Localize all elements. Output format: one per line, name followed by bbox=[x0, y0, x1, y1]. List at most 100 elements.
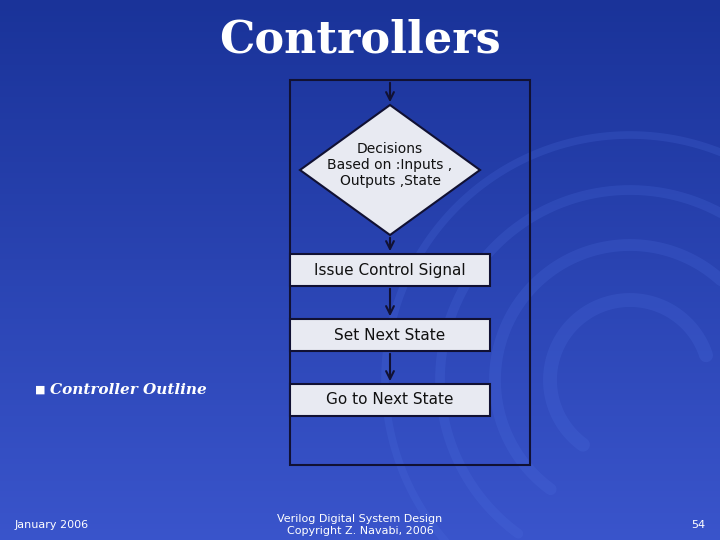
Bar bbox=[0, 518, 720, 524]
Text: Go to Next State: Go to Next State bbox=[326, 393, 454, 408]
Bar bbox=[0, 119, 720, 124]
Bar bbox=[0, 162, 720, 167]
Bar bbox=[0, 508, 720, 513]
Bar bbox=[0, 211, 720, 216]
Bar bbox=[0, 340, 720, 346]
Bar bbox=[0, 491, 720, 497]
Bar bbox=[0, 0, 720, 5]
Bar bbox=[0, 130, 720, 135]
Text: 54: 54 bbox=[691, 520, 705, 530]
Bar bbox=[0, 292, 720, 297]
Bar bbox=[0, 464, 720, 470]
Bar bbox=[0, 443, 720, 448]
Bar bbox=[0, 432, 720, 437]
Bar bbox=[0, 189, 720, 194]
Text: ■: ■ bbox=[35, 385, 45, 395]
Bar bbox=[0, 32, 720, 38]
Bar bbox=[0, 92, 720, 97]
Bar bbox=[0, 70, 720, 76]
Bar bbox=[0, 157, 720, 162]
Bar bbox=[0, 378, 720, 383]
Bar bbox=[0, 275, 720, 281]
Bar bbox=[0, 194, 720, 200]
Bar bbox=[0, 254, 720, 259]
Bar bbox=[0, 178, 720, 184]
Bar bbox=[0, 481, 720, 486]
Bar bbox=[0, 324, 720, 329]
Polygon shape bbox=[300, 105, 480, 235]
Bar bbox=[0, 270, 720, 275]
Bar bbox=[0, 351, 720, 356]
Bar bbox=[0, 405, 720, 410]
Bar bbox=[0, 113, 720, 119]
Bar bbox=[0, 319, 720, 324]
Bar bbox=[0, 140, 720, 146]
Bar bbox=[0, 232, 720, 238]
Bar bbox=[0, 502, 720, 508]
Bar bbox=[0, 43, 720, 49]
Text: January 2006: January 2006 bbox=[15, 520, 89, 530]
Bar bbox=[0, 151, 720, 157]
Bar bbox=[0, 76, 720, 81]
Bar bbox=[0, 437, 720, 443]
Bar bbox=[0, 297, 720, 302]
FancyBboxPatch shape bbox=[290, 254, 490, 286]
Bar bbox=[0, 173, 720, 178]
Bar bbox=[0, 416, 720, 421]
Bar bbox=[0, 227, 720, 232]
FancyBboxPatch shape bbox=[290, 384, 490, 416]
Bar bbox=[0, 356, 720, 362]
Bar bbox=[0, 200, 720, 205]
Bar bbox=[0, 373, 720, 378]
Bar bbox=[0, 383, 720, 389]
Text: Issue Control Signal: Issue Control Signal bbox=[314, 262, 466, 278]
Text: Controller Outline: Controller Outline bbox=[50, 383, 207, 397]
Bar bbox=[0, 81, 720, 86]
Bar bbox=[0, 286, 720, 292]
Bar bbox=[0, 329, 720, 335]
Bar bbox=[0, 243, 720, 248]
Bar bbox=[0, 389, 720, 394]
Bar bbox=[0, 167, 720, 173]
Bar bbox=[0, 394, 720, 400]
Bar bbox=[0, 22, 720, 27]
Bar bbox=[0, 124, 720, 130]
Bar bbox=[0, 427, 720, 432]
Bar bbox=[0, 313, 720, 319]
Bar bbox=[0, 135, 720, 140]
Bar bbox=[0, 86, 720, 92]
Bar bbox=[0, 497, 720, 502]
Text: Controllers: Controllers bbox=[219, 18, 501, 62]
Bar bbox=[0, 184, 720, 189]
Bar bbox=[0, 59, 720, 65]
Bar bbox=[0, 54, 720, 59]
Bar bbox=[0, 535, 720, 540]
Bar bbox=[0, 302, 720, 308]
Text: Verilog Digital System Design
Copyright Z. Navabi, 2006: Verilog Digital System Design Copyright … bbox=[277, 514, 443, 536]
Bar bbox=[0, 97, 720, 103]
Bar bbox=[0, 513, 720, 518]
Text: Decisions
Based on :Inputs ,
Outputs ,State: Decisions Based on :Inputs , Outputs ,St… bbox=[328, 142, 453, 188]
Bar bbox=[0, 221, 720, 227]
Bar bbox=[0, 281, 720, 286]
Bar bbox=[0, 486, 720, 491]
Bar bbox=[0, 11, 720, 16]
Bar bbox=[0, 410, 720, 416]
Bar bbox=[0, 259, 720, 265]
Bar bbox=[0, 27, 720, 32]
FancyBboxPatch shape bbox=[290, 319, 490, 351]
Bar bbox=[0, 475, 720, 481]
Bar bbox=[0, 38, 720, 43]
Bar bbox=[0, 346, 720, 351]
Bar bbox=[0, 265, 720, 270]
Bar bbox=[0, 216, 720, 221]
Bar bbox=[0, 454, 720, 459]
Bar bbox=[0, 400, 720, 405]
Bar bbox=[0, 421, 720, 427]
Bar bbox=[0, 16, 720, 22]
Bar bbox=[0, 108, 720, 113]
Bar bbox=[0, 5, 720, 11]
Text: Set Next State: Set Next State bbox=[334, 327, 446, 342]
Bar bbox=[0, 448, 720, 454]
Bar bbox=[0, 146, 720, 151]
